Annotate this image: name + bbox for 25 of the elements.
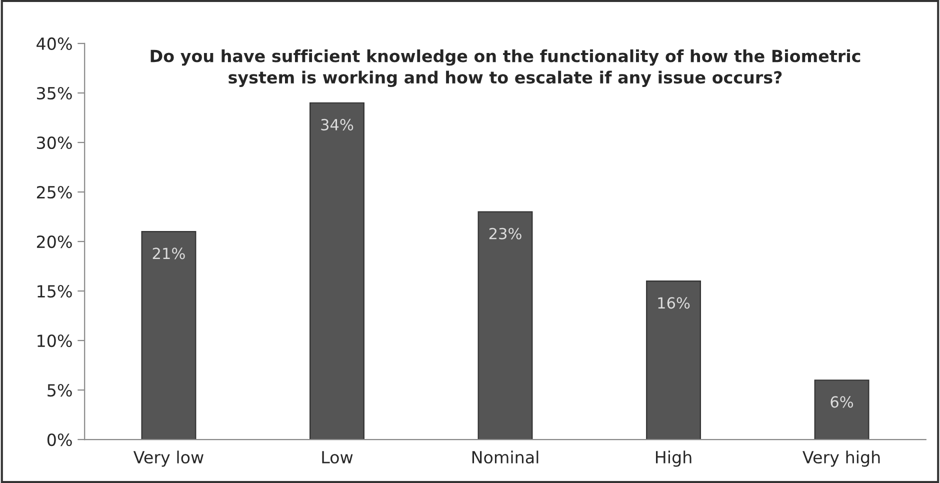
bar xyxy=(646,280,701,440)
x-tick-label: Nominal xyxy=(472,450,538,464)
x-tick-label: Very high xyxy=(802,450,880,467)
x-tick-label: Very low xyxy=(133,450,204,467)
y-tick-label: 5% xyxy=(48,384,72,397)
bar xyxy=(310,102,364,440)
x-tick-label: High xyxy=(656,450,692,467)
data-label: 16% xyxy=(658,297,690,309)
y-tick-label: 10% xyxy=(38,334,72,348)
x-tick-label: Low xyxy=(322,451,353,464)
bar xyxy=(814,380,870,440)
y-tick-label: 35% xyxy=(37,86,72,100)
y-tick-label: 30% xyxy=(37,136,72,150)
y-tick-label: 40% xyxy=(36,37,72,50)
data-label: 23% xyxy=(489,228,522,240)
bar xyxy=(478,211,533,440)
bar xyxy=(141,231,196,440)
text: Do you have sufficient knowledge on the functionality of how the Biometric system is working and how to escalate if any issue occurs? xyxy=(150,49,860,87)
y-tick-label: 25% xyxy=(36,186,72,199)
data-label: 34% xyxy=(321,118,354,130)
y-tick-label: 20% xyxy=(36,235,72,248)
y-tick-label: 15% xyxy=(38,284,72,298)
y-tick-label: 0% xyxy=(47,433,72,446)
data-label: 6% xyxy=(830,396,854,408)
data-label: 21% xyxy=(152,248,185,260)
